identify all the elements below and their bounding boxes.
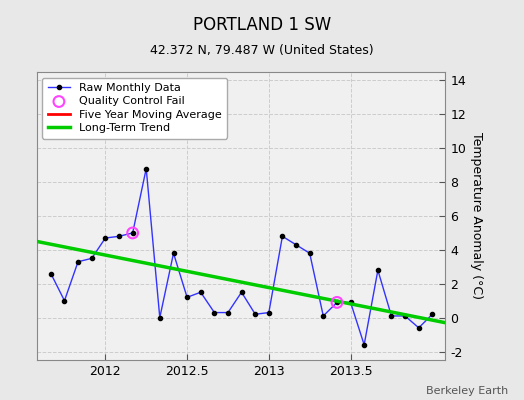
Raw Monthly Data [266, 310, 272, 315]
Raw Monthly Data [388, 314, 395, 318]
Raw Monthly Data [375, 268, 381, 273]
Raw Monthly Data [279, 234, 286, 239]
Raw Monthly Data [402, 314, 408, 318]
Text: Berkeley Earth: Berkeley Earth [426, 386, 508, 396]
Raw Monthly Data [129, 230, 136, 235]
Raw Monthly Data [225, 310, 231, 315]
Raw Monthly Data [61, 298, 68, 303]
Raw Monthly Data [238, 290, 245, 295]
Raw Monthly Data [307, 251, 313, 256]
Raw Monthly Data [143, 166, 149, 171]
Y-axis label: Temperature Anomaly (°C): Temperature Anomaly (°C) [470, 132, 483, 300]
Raw Monthly Data [116, 234, 122, 239]
Raw Monthly Data [320, 314, 326, 318]
Raw Monthly Data [334, 300, 340, 305]
Raw Monthly Data [89, 256, 95, 261]
Raw Monthly Data [361, 342, 367, 347]
Raw Monthly Data [170, 251, 177, 256]
Raw Monthly Data [416, 326, 422, 330]
Quality Control Fail [128, 230, 137, 236]
Raw Monthly Data [293, 242, 299, 247]
Raw Monthly Data [347, 300, 354, 305]
Raw Monthly Data [48, 271, 54, 276]
Text: PORTLAND 1 SW: PORTLAND 1 SW [193, 16, 331, 34]
Raw Monthly Data [75, 259, 81, 264]
Legend: Raw Monthly Data, Quality Control Fail, Five Year Moving Average, Long-Term Tren: Raw Monthly Data, Quality Control Fail, … [42, 78, 227, 139]
Raw Monthly Data [102, 236, 108, 240]
Raw Monthly Data [211, 310, 217, 315]
Raw Monthly Data [184, 295, 190, 300]
Raw Monthly Data [157, 315, 163, 320]
Raw Monthly Data [252, 312, 258, 317]
Line: Raw Monthly Data: Raw Monthly Data [49, 166, 434, 347]
Raw Monthly Data [198, 290, 204, 295]
Quality Control Fail [333, 299, 341, 306]
Raw Monthly Data [429, 312, 435, 317]
Text: 42.372 N, 79.487 W (United States): 42.372 N, 79.487 W (United States) [150, 44, 374, 57]
